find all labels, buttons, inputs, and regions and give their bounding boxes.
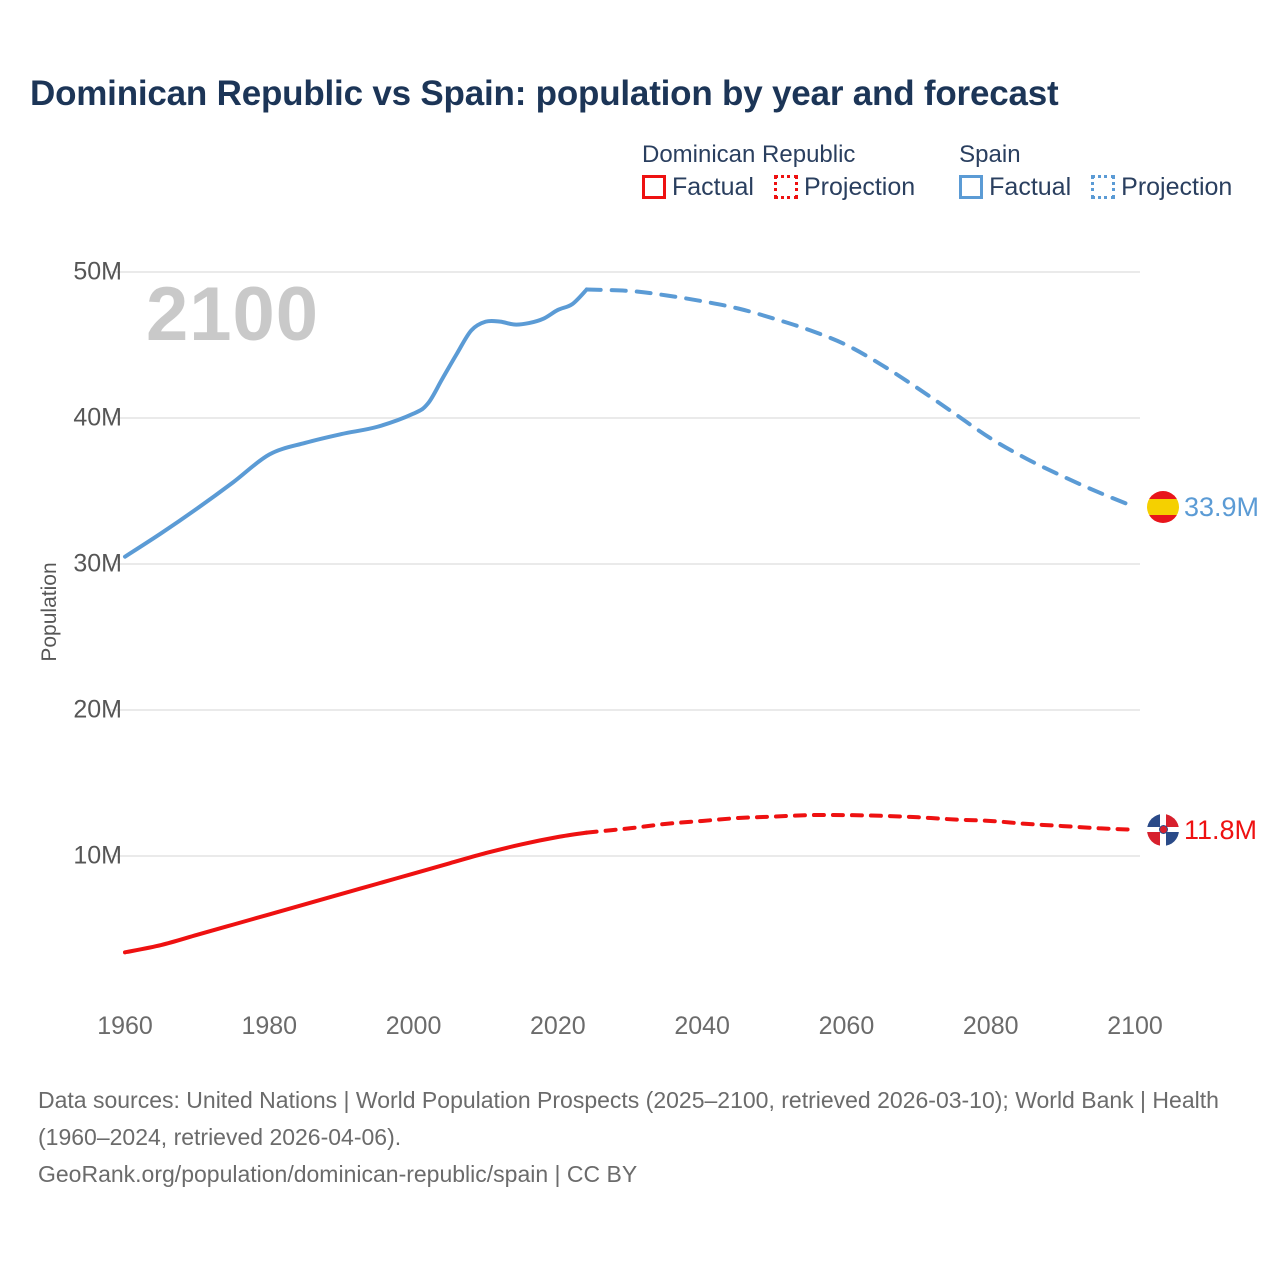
- x-axis-tick-label: 2040: [674, 1012, 730, 1040]
- year-watermark: 2100: [146, 272, 320, 357]
- end-value-dominican-republic: 11.8M: [1184, 814, 1258, 845]
- x-axis-tick-label: 2080: [962, 1012, 1019, 1040]
- flag-quadrant: [1165, 832, 1179, 846]
- end-label-dominican-republic: 11.8M: [1147, 813, 1258, 846]
- x-axis-tick-label: 2060: [818, 1012, 875, 1040]
- legend-entries: Factual Projection: [959, 173, 1232, 201]
- legend-item-label: Projection: [1121, 173, 1233, 201]
- flag-quadrant: [1165, 813, 1179, 828]
- flag-quadrant: [1147, 832, 1161, 846]
- line-factual-spain: [123, 287, 589, 559]
- page-title: Dominican Republic vs Spain: population …: [30, 74, 1059, 113]
- y-axis-tick-label: 40M: [73, 403, 122, 432]
- gridlines: [110, 271, 1140, 857]
- footer: Data sources: United Nations | World Pop…: [38, 1082, 1248, 1193]
- y-axis-tick-label: 30M: [73, 549, 122, 578]
- line-factual-dominican-republic: [123, 830, 589, 955]
- y-axis-tick-label: 10M: [73, 841, 122, 870]
- x-axis-tick-label: 2000: [385, 1012, 442, 1040]
- end-value-spain: 33.9M: [1184, 492, 1260, 523]
- legend-group-title: Spain: [959, 141, 1021, 168]
- legend-entries: Factual Projection: [642, 173, 915, 201]
- line-projection-spain: [584, 287, 1137, 510]
- legend-item-label: Projection: [803, 173, 916, 201]
- y-axis-ticks: 10M 20M 30M 40M 50M: [0, 0, 122, 1280]
- dominican-republic-flag-icon: [1147, 813, 1179, 846]
- legend-item-spain-factual[interactable]: Factual: [959, 173, 1071, 201]
- spain-flag-icon: [1147, 491, 1179, 524]
- data-sources-text: Data sources: United Nations | World Pop…: [38, 1087, 1219, 1150]
- legend-item-label: Factual: [989, 173, 1072, 201]
- x-axis-tick-label: 1980: [241, 1012, 298, 1040]
- y-axis-tick-label: 50M: [73, 257, 122, 286]
- legend-swatch-dotted-icon: [773, 175, 798, 199]
- legend-swatch-dotted-icon: [1091, 175, 1116, 199]
- series-lines: [123, 287, 1137, 955]
- legend-swatch-solid-icon: [642, 175, 666, 199]
- x-axis-tick-label: 2100: [1107, 1012, 1163, 1040]
- end-label-spain: 33.9M: [1147, 491, 1260, 524]
- x-axis-tick-label: 2020: [530, 1012, 586, 1040]
- legend-item-label: Factual: [672, 173, 754, 201]
- y-axis-tick-label: 20M: [73, 695, 122, 724]
- legend-group-dominican-republic: Dominican Republic Factual Projection: [642, 140, 915, 201]
- legend-group-title: Dominican Republic: [642, 141, 856, 168]
- legend-swatch-solid-icon: [959, 175, 984, 199]
- legend-item-dr-projection[interactable]: Projection: [773, 173, 916, 201]
- flag-quadrant: [1147, 813, 1161, 828]
- line-projection-dominican-republic: [584, 812, 1137, 835]
- legend-group-spain: Spain Factual Projection: [959, 140, 1232, 201]
- chart-legend: Dominican Republic Factual Projection Sp…: [642, 140, 1232, 201]
- legend-item-dr-factual[interactable]: Factual: [642, 173, 754, 201]
- attribution-text: GeoRank.org/population/dominican-republi…: [38, 1161, 638, 1187]
- flag-emblem: [1158, 825, 1168, 835]
- legend-item-spain-projection[interactable]: Projection: [1091, 173, 1232, 201]
- x-axis-tick-label: 1960: [97, 1012, 153, 1040]
